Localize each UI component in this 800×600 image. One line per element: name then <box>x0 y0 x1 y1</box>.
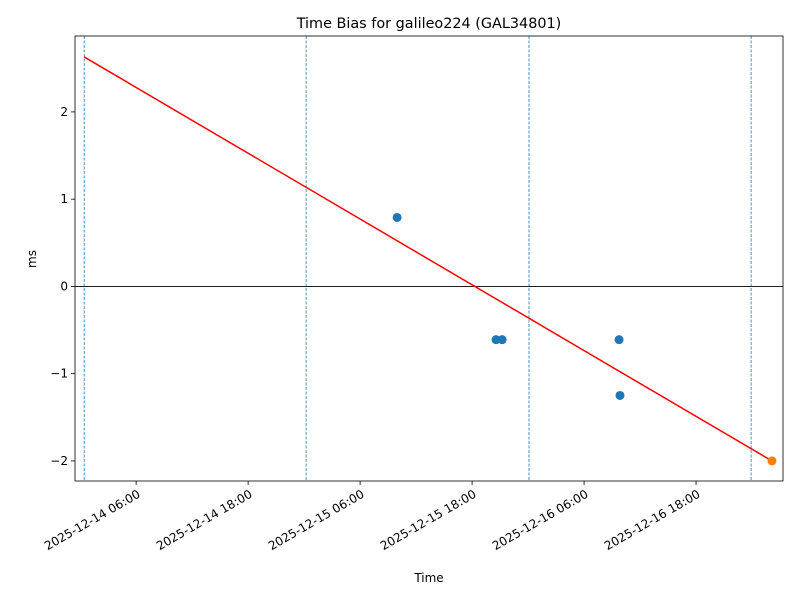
point <box>767 456 777 466</box>
x-tick-label: 2025-12-16 18:00 <box>602 487 703 553</box>
y-axis-label: ms <box>25 250 39 268</box>
y-tick-label: 0 <box>60 279 68 293</box>
y-tick-label: −1 <box>50 367 68 381</box>
chart-title: Time Bias for galileo224 (GAL34801) <box>296 16 562 32</box>
x-tick-label: 2025-12-14 06:00 <box>42 487 143 553</box>
x-tick-label: 2025-12-15 06:00 <box>266 487 367 553</box>
x-tick-label: 2025-12-15 18:00 <box>378 487 479 553</box>
fit-line <box>83 56 773 462</box>
x-tick-label: 2025-12-16 06:00 <box>490 487 591 553</box>
y-tick-label: 2 <box>60 105 68 119</box>
y-tick-label: −2 <box>50 454 68 468</box>
point <box>497 335 507 345</box>
y-tick-label: 1 <box>60 192 68 206</box>
x-tick-label: 2025-12-14 18:00 <box>154 487 255 553</box>
point <box>614 335 624 345</box>
point <box>392 212 402 222</box>
x-axis-label: Time <box>413 571 443 585</box>
plot-frame <box>74 35 784 482</box>
point <box>615 390 625 400</box>
